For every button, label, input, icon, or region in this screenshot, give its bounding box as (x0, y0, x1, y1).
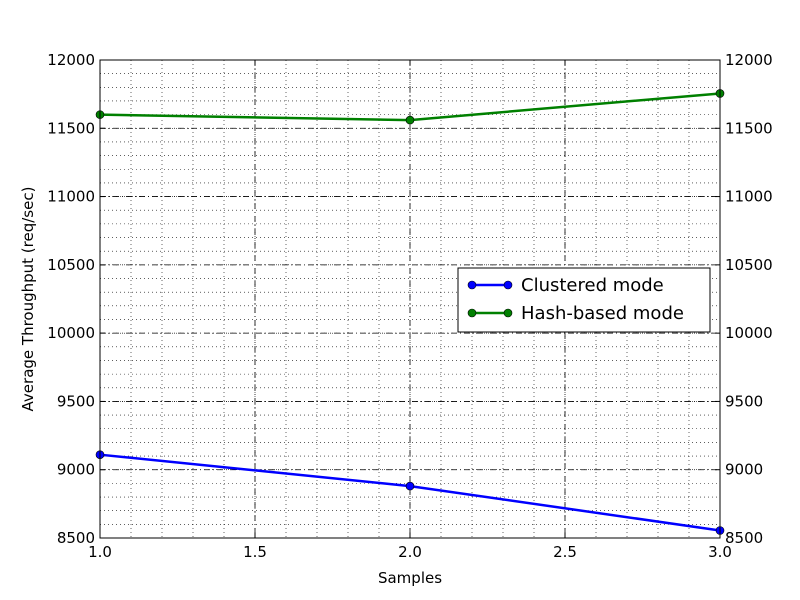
legend-label-0: Clustered mode (521, 275, 664, 296)
y-tick-label-left: 9500 (57, 392, 95, 410)
y-tick-label-right: 10500 (725, 256, 773, 274)
y-tick-label-left: 11500 (47, 119, 95, 137)
y-axis-label: Average Throughput (req/sec) (19, 187, 37, 412)
series-point-1 (405, 115, 415, 125)
x-axis-label: Samples (378, 569, 442, 587)
y-tick-label-right: 11000 (725, 188, 773, 206)
legend-box (457, 267, 711, 333)
x-tick-label: 1.5 (243, 543, 267, 561)
x-tick-label: 2.0 (398, 543, 422, 561)
legend-label-1: Hash-based mode (521, 303, 684, 324)
series-layer (95, 89, 725, 535)
y-tick-label-right: 9000 (725, 461, 763, 479)
y-tick-label-left: 10000 (47, 324, 95, 342)
x-tick-label: 2.5 (553, 543, 577, 561)
y-tick-label-right: 10000 (725, 324, 773, 342)
y-tick-label-left: 11000 (47, 188, 95, 206)
y-tick-label-right: 8500 (725, 529, 763, 547)
legend-marker-0 (503, 280, 513, 290)
y-tick-label-left: 10500 (47, 256, 95, 274)
y-tick-label-right: 9500 (725, 392, 763, 410)
legend-marker-0 (467, 280, 477, 290)
x-tick-label: 1.0 (88, 543, 112, 561)
y-tick-label-left: 8500 (57, 529, 95, 547)
y-tick-label-right: 12000 (725, 51, 773, 69)
legend: Clustered mode Hash-based mode (457, 267, 711, 333)
y-tick-label-right: 11500 (725, 119, 773, 137)
series-point-0 (405, 481, 415, 491)
y-tick-label-left: 12000 (47, 51, 95, 69)
x-tick-label: 3.0 (708, 543, 732, 561)
y-tick-label-left: 9000 (57, 461, 95, 479)
legend-marker-1 (503, 308, 513, 318)
legend-marker-1 (467, 308, 477, 318)
